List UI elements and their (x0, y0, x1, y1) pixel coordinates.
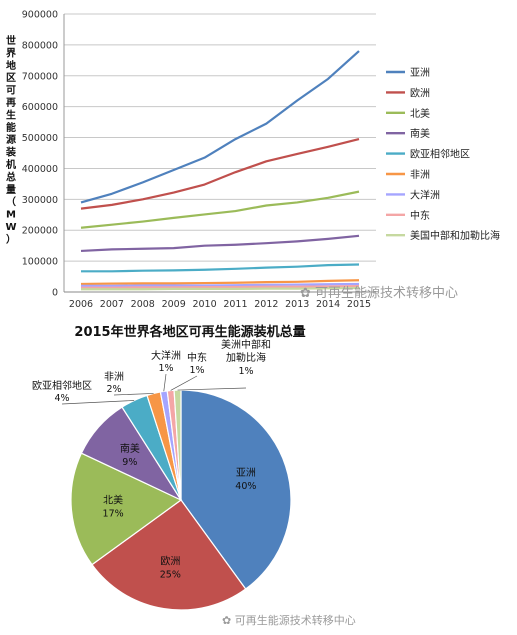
legend-label: 美国中部和加勒比海 (410, 229, 500, 242)
series-line-9 (81, 286, 360, 291)
pie-label-name: 美洲中部和加勒比海 (221, 338, 271, 364)
x-tick-label: 2012 (254, 299, 278, 310)
pie-label-name: 中东 (187, 351, 207, 364)
x-tick-label: 2008 (131, 299, 155, 310)
x-tick-label: 2015 (347, 299, 371, 310)
pie-leader-line (61, 400, 135, 405)
pie-label-name: 大洋洲 (151, 349, 181, 362)
y-tick-label: 800000 (22, 40, 58, 51)
pie-label-name: 亚洲 (236, 467, 256, 479)
pie-label-value: 2% (106, 384, 121, 395)
pie-label-value: 17% (103, 508, 124, 519)
pie-label-value: 1% (189, 365, 204, 376)
legend-label: 北美 (410, 107, 430, 120)
watermark-bottom-text: 可再生能源技术转移中心 (234, 614, 356, 627)
y-axis-label: 世界地区可再生能源装机总量（ M W） (5, 34, 17, 245)
legend-label: 南美 (410, 127, 430, 140)
legend-label: 欧亚相邻地区 (410, 148, 470, 161)
pie-label-name: 非洲 (104, 371, 124, 383)
pie-label-value: 9% (122, 457, 137, 468)
series-line-2 (80, 138, 360, 210)
pie-leader-line (163, 373, 167, 392)
y-tick-label: 0 (52, 288, 58, 299)
pie-label-value: 25% (160, 569, 181, 580)
x-tick-label: 2007 (100, 299, 124, 310)
series-line-6 (80, 279, 360, 286)
x-tick-label: 2010 (192, 299, 216, 310)
legend-label: 大洋洲 (410, 188, 440, 201)
legend-label: 非洲 (410, 169, 430, 181)
line-chart: 0 100000 200000 300000 400000 500000 600000 700… (5, 10, 500, 311)
series-lines (80, 50, 360, 291)
pie-chart: 2015年世界各地区可再生能源装机总量 亚洲 40% 欧洲 25% 北美 17% 南美 9% 欧… (32, 324, 306, 611)
y-tick-label: 400000 (22, 164, 58, 175)
watermark-bottom: ✿ 可再生能源技术转移中心 (222, 612, 356, 628)
series-line-7 (81, 282, 360, 287)
watermark-top-text: 可再生能源技术转移中心 (315, 286, 459, 301)
y-tick-label: 700000 (22, 71, 58, 82)
series-line-8 (81, 285, 360, 289)
wechat-icon: ✿ (222, 614, 235, 627)
y-axis-title: 世界地区可再生能源装机总量（ M W） (5, 34, 17, 245)
wechat-icon: ✿ (300, 286, 316, 301)
x-tick-label: 2013 (285, 299, 309, 310)
legend-label: 中东 (410, 209, 430, 222)
pie-label-value: 1% (158, 363, 173, 374)
series-line-1 (80, 50, 360, 204)
pie-label-value: 4% (54, 393, 69, 404)
watermark-top: ✿ 可再生能源技术转移中心 (300, 282, 458, 301)
pie-leader-line (170, 375, 198, 391)
pie-label-name: 欧亚相邻地区 (32, 379, 92, 392)
series-line-4 (80, 234, 360, 253)
pie-chart-title: 2015年世界各地区可再生能源装机总量 (74, 324, 305, 340)
pie-slice (91, 499, 247, 611)
y-tick-label: 600000 (22, 102, 58, 113)
x-axis: 2006 2007 2008 2009 2010 2011 2012 2013 2014 2015 (64, 291, 376, 310)
pie-slice (180, 389, 292, 590)
pie-labels: 亚洲40%欧洲25%北美17%南美9%欧亚相邻地区4%非洲2%大洋洲1%中东1%… (32, 338, 271, 580)
pie-label-value: 1% (238, 366, 253, 377)
pie-label-name: 南美 (120, 442, 140, 455)
series-line-3 (80, 190, 360, 229)
pie-label-name: 北美 (103, 493, 123, 506)
series-line-5 (81, 263, 360, 273)
pie-slices (70, 389, 292, 611)
y-tick-label: 900000 (22, 10, 58, 21)
gridlines (64, 13, 376, 293)
y-axis: 0 100000 200000 300000 400000 500000 600000 700… (22, 10, 65, 299)
y-tick-label: 500000 (22, 133, 58, 144)
x-tick-label: 2009 (162, 299, 186, 310)
pie-leader-line (177, 387, 247, 391)
pie-label-name: 欧洲 (160, 555, 180, 567)
pie-slice (70, 452, 183, 566)
pie-leader-line (113, 393, 154, 396)
x-tick-label: 2006 (69, 299, 93, 310)
legend-label: 亚洲 (410, 67, 430, 79)
y-tick-label: 300000 (22, 195, 58, 206)
y-tick-label: 100000 (22, 257, 58, 268)
x-tick-label: 2014 (316, 299, 340, 310)
y-tick-label: 200000 (22, 226, 58, 237)
x-tick-label: 2011 (223, 299, 247, 310)
pie-label-value: 40% (235, 481, 256, 492)
legend-label: 欧洲 (410, 87, 430, 99)
